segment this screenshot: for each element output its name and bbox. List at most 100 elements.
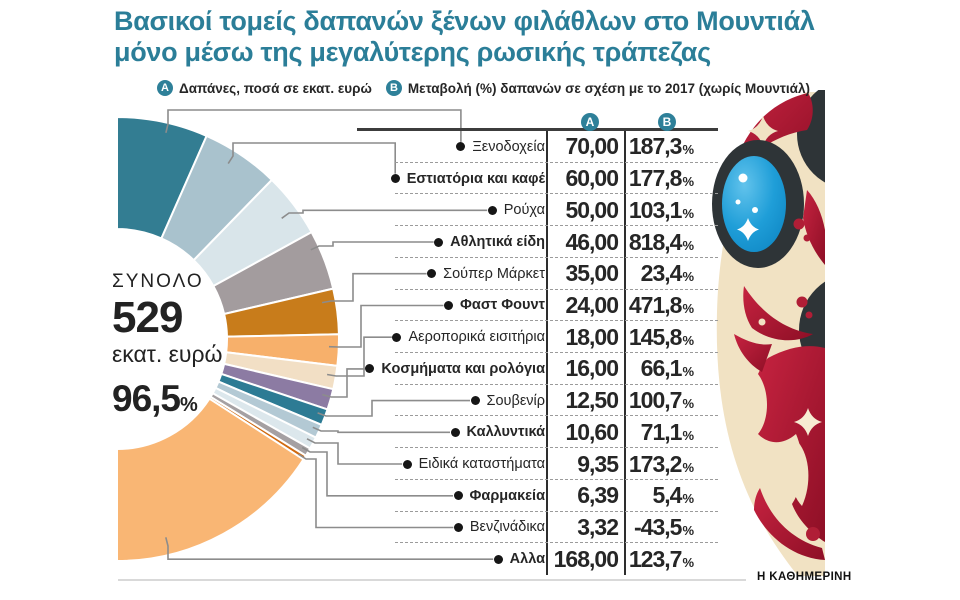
bullet-icon bbox=[453, 491, 463, 501]
percent-sign: % bbox=[682, 522, 694, 538]
row-label-cell: Εστιατόρια και καφέ bbox=[356, 171, 545, 187]
percent-sign: % bbox=[682, 459, 694, 475]
leader-line bbox=[165, 537, 494, 561]
change-cell: 818,4% bbox=[624, 229, 718, 256]
bullet-icon bbox=[470, 396, 480, 406]
table-row: Αλλα 168,00 123,7% bbox=[356, 542, 718, 575]
row-label-cell: Κοσμήματα και ρολόγια bbox=[356, 361, 545, 377]
top-red-ornament bbox=[731, 93, 813, 180]
row-label-cell: Αλλα bbox=[356, 551, 545, 567]
red-dot bbox=[796, 296, 808, 308]
change-value: 100,7 bbox=[628, 387, 683, 414]
legend: A Δαπάνες, ποσά σε εκατ. ευρώ B Μεταβολή… bbox=[157, 80, 810, 96]
change-cell: -43,5% bbox=[624, 514, 718, 541]
badge-a-icon: A bbox=[157, 80, 173, 96]
percent-sign: % bbox=[682, 554, 694, 570]
bullet-icon bbox=[365, 364, 375, 374]
row-label-cell: Καλλυντικά bbox=[356, 424, 545, 440]
table-header-rule bbox=[357, 128, 718, 131]
row-label: Σούπερ Μάρκετ bbox=[443, 265, 545, 282]
table-row: Φαρμακεία 6,39 5,4% bbox=[356, 478, 718, 512]
spending-table: Ξενοδοχεία 70,00 187,3% Εστιατόρια και καφέ… bbox=[356, 131, 718, 575]
row-label: Φαρμακεία bbox=[469, 487, 545, 504]
table-row: Φαστ Φουντ 24,00 471,8% bbox=[356, 288, 718, 322]
change-cell: 71,1% bbox=[624, 419, 718, 446]
change-cell: 173,2% bbox=[624, 451, 718, 478]
badge-b-icon: B bbox=[385, 80, 402, 96]
bullet-icon bbox=[450, 427, 460, 437]
change-value: 103,1 bbox=[628, 196, 683, 223]
table-row: Ξενοδοχεία 70,00 187,3% bbox=[356, 131, 718, 163]
row-label: Ειδικά καταστήματα bbox=[418, 456, 545, 473]
sparkle-icon bbox=[761, 286, 787, 312]
bullet-icon bbox=[392, 332, 402, 342]
table-row: Βενζινάδικα 3,32 -43,5% bbox=[356, 510, 718, 544]
row-label: Εστιατόρια και καφέ bbox=[406, 170, 545, 187]
leader-line bbox=[301, 446, 453, 497]
table-row: Καλλυντικά 10,60 71,1% bbox=[356, 415, 718, 448]
change-value: 123,7 bbox=[628, 545, 683, 572]
world-cup-emblem bbox=[712, 90, 825, 576]
row-label-cell: Αεροπορικά εισιτήρια bbox=[356, 329, 545, 345]
page-title: Βασικοί τομείς δαπανών ξένων φιλάθλων στ… bbox=[114, 6, 815, 69]
change-value: 5,4 bbox=[652, 482, 682, 509]
table-row: Ρούχα 50,00 103,1% bbox=[356, 193, 718, 226]
percent-sign: % bbox=[682, 300, 694, 316]
row-label-cell: Αθλητικά είδη bbox=[356, 234, 545, 250]
row-label-cell: Ειδικά καταστήματα bbox=[356, 456, 545, 472]
bullet-icon bbox=[402, 459, 412, 469]
change-value: 71,1 bbox=[640, 418, 683, 445]
percent-sign: % bbox=[682, 396, 694, 412]
change-value: -43,5 bbox=[634, 513, 682, 540]
legend-a-text: Δαπάνες, ποσά σε εκατ. ευρώ bbox=[179, 80, 372, 96]
row-label-cell: Φαστ Φουντ bbox=[356, 297, 545, 313]
row-label: Φαστ Φουντ bbox=[460, 297, 545, 314]
change-cell: 177,8% bbox=[624, 165, 718, 192]
change-cell: 5,4% bbox=[624, 482, 718, 509]
row-label-cell: Σούπερ Μάρκετ bbox=[356, 266, 545, 282]
flame-ornament bbox=[758, 346, 825, 542]
leader-line bbox=[297, 453, 454, 529]
cream-teardrop bbox=[789, 442, 809, 506]
coverage-number: 96,5 bbox=[112, 378, 181, 419]
change-value: 173,2 bbox=[628, 450, 683, 477]
row-label: Κοσμήματα και ρολόγια bbox=[381, 360, 545, 377]
right-red-ornament bbox=[803, 190, 825, 265]
legend-item-a: A Δαπάνες, ποσά σε εκατ. ευρώ bbox=[157, 80, 372, 96]
amount-cell: 12,50 bbox=[565, 387, 619, 414]
change-value: 23,4 bbox=[640, 260, 683, 287]
amount-cell: 168,00 bbox=[553, 545, 619, 572]
amount-cell: 18,00 bbox=[565, 323, 619, 350]
sparkle-icon bbox=[748, 116, 778, 146]
row-label: Καλλυντικά bbox=[466, 424, 545, 441]
percent-sign: % bbox=[682, 174, 694, 190]
ball-dot bbox=[735, 199, 741, 205]
row-label-cell: Σουβενίρ bbox=[356, 393, 545, 409]
table-row: Σούπερ Μάρκετ 35,00 23,4% bbox=[356, 256, 718, 290]
row-label: Βενζινάδικα bbox=[469, 519, 545, 536]
amount-cell: 3,32 bbox=[577, 513, 619, 540]
red-dot bbox=[806, 527, 820, 541]
row-label-cell: Βενζινάδικα bbox=[356, 519, 545, 535]
table-row: Ειδικά καταστήματα 9,35 173,2% bbox=[356, 447, 718, 480]
change-cell: 123,7% bbox=[624, 546, 718, 573]
legend-item-b: B Μεταβολή (%) δαπανών σε σχέση με το 20… bbox=[385, 80, 810, 96]
footer-rule bbox=[118, 579, 746, 581]
legend-b-text: Μεταβολή (%) δαπανών σε σχέση με το 2017… bbox=[407, 80, 810, 96]
change-cell: 471,8% bbox=[624, 292, 718, 319]
row-label: Αθλητικά είδη bbox=[450, 234, 545, 251]
percent-sign: % bbox=[682, 364, 694, 380]
change-cell: 23,4% bbox=[624, 260, 718, 287]
leader-line bbox=[312, 426, 450, 434]
ball-sparkle-icon bbox=[737, 218, 759, 241]
row-label: Ρούχα bbox=[503, 202, 545, 219]
bullet-icon bbox=[453, 522, 463, 532]
row-label: Αεροπορικά εισιτήρια bbox=[408, 329, 545, 346]
total-label: ΣΥΝΟΛΟ bbox=[112, 271, 204, 292]
row-label: Αλλα bbox=[509, 551, 545, 568]
percent-sign: % bbox=[682, 205, 694, 221]
amount-cell: 16,00 bbox=[565, 355, 619, 382]
total-unit: εκατ. ευρώ bbox=[112, 341, 223, 367]
